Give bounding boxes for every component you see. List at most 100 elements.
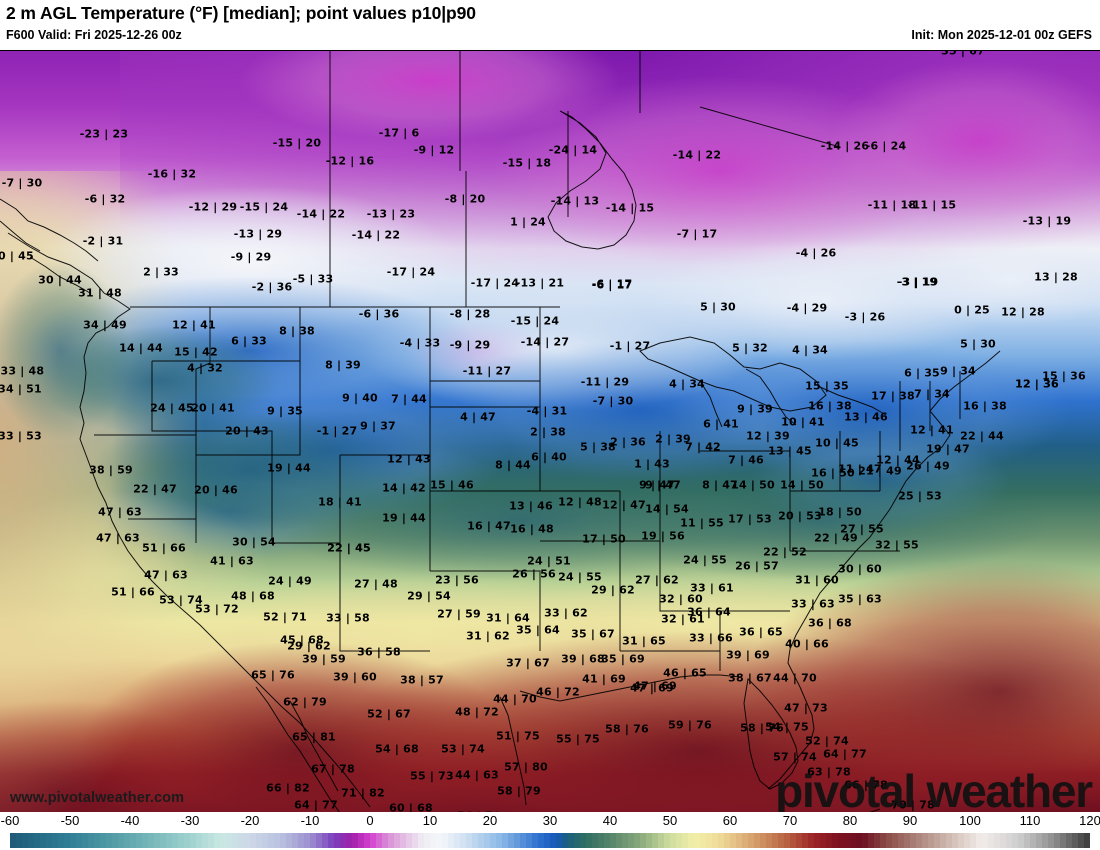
- colorbar-tick: 80: [842, 813, 858, 828]
- colorbar-swatch: [622, 833, 628, 848]
- colorbar-swatch: [580, 833, 586, 848]
- colorbar-swatch: [22, 833, 28, 848]
- colorbar-swatch: [682, 833, 688, 848]
- colorbar-swatch: [484, 833, 490, 848]
- colorbar-swatch: [520, 833, 526, 848]
- colorbar-swatch: [586, 833, 592, 848]
- colorbar-swatch: [382, 833, 388, 848]
- colorbar-swatch: [1006, 833, 1012, 848]
- colorbar-swatch: [16, 833, 22, 848]
- colorbar-swatch: [442, 833, 448, 848]
- colorbar-swatch: [160, 833, 166, 848]
- colorbar-swatch: [34, 833, 40, 848]
- colorbar-swatch: [760, 833, 766, 848]
- colorbar-swatch: [190, 833, 196, 848]
- colorbar-swatch: [544, 833, 550, 848]
- colorbar-swatch: [826, 833, 832, 848]
- colorbar-swatch: [772, 833, 778, 848]
- colorbar-swatch: [376, 833, 382, 848]
- colorbar-swatch: [292, 833, 298, 848]
- colorbar-swatch: [184, 833, 190, 848]
- colorbar-swatch: [448, 833, 454, 848]
- colorbar-swatch: [808, 833, 814, 848]
- colorbar-swatch: [778, 833, 784, 848]
- colorbar-swatch: [526, 833, 532, 848]
- colorbar-swatch: [832, 833, 838, 848]
- colorbar-swatch: [694, 833, 700, 848]
- colorbar-swatch: [742, 833, 748, 848]
- colorbar-swatch: [46, 833, 52, 848]
- colorbar-tick-labels: -60 -50 -40 -30 -20 -10 0 10 20 30 40 50 60 70 80 90 100…: [0, 812, 1100, 832]
- map-header: 2 m AGL Temperature (°F) [median]; point…: [0, 0, 1100, 50]
- colorbar-swatch: [94, 833, 100, 848]
- colorbar-swatch: [676, 833, 682, 848]
- colorbar-tick: 20: [482, 813, 498, 828]
- colorbar-swatch: [268, 833, 274, 848]
- colorbar-swatch: [478, 833, 484, 848]
- colorbar-tick: 0: [366, 813, 374, 828]
- colorbar-swatch: [352, 833, 358, 848]
- colorbar-tick: -40: [120, 813, 140, 828]
- colorbar-swatch: [802, 833, 808, 848]
- colorbar-swatch: [532, 833, 538, 848]
- colorbar-swatch: [328, 833, 334, 848]
- colorbar-swatch: [304, 833, 310, 848]
- colorbar-tick: 110: [1019, 813, 1041, 828]
- colorbar-swatch: [766, 833, 772, 848]
- colorbar-swatch: [814, 833, 820, 848]
- colorbar-swatch: [898, 833, 904, 848]
- colorbar-swatch: [340, 833, 346, 848]
- colorbar-gradient: [10, 833, 1090, 848]
- colorbar-swatch: [736, 833, 742, 848]
- colorbar-swatch: [118, 833, 124, 848]
- temperature-raster: [0, 51, 1100, 812]
- page-title: 2 m AGL Temperature (°F) [median]; point…: [6, 3, 476, 23]
- colorbar-swatch: [1066, 833, 1072, 848]
- colorbar-swatch: [658, 833, 664, 848]
- colorbar-swatch: [730, 833, 736, 848]
- colorbar-swatch: [208, 833, 214, 848]
- colorbar-swatch: [616, 833, 622, 848]
- colorbar-swatch: [172, 833, 178, 848]
- colorbar-swatch: [166, 833, 172, 848]
- colorbar-swatch: [346, 833, 352, 848]
- colorbar-swatch: [508, 833, 514, 848]
- colorbar-swatch: [286, 833, 292, 848]
- colorbar-swatch: [718, 833, 724, 848]
- colorbar-swatch: [550, 833, 556, 848]
- colorbar-swatch: [214, 833, 220, 848]
- site-url-watermark: www.pivotalweather.com: [10, 790, 185, 806]
- colorbar-swatch: [922, 833, 928, 848]
- colorbar-swatch: [280, 833, 286, 848]
- colorbar-swatch: [1084, 833, 1090, 848]
- brand-watermark: pivotal weather: [775, 765, 1093, 812]
- colorbar-swatch: [28, 833, 34, 848]
- geography-outlines: [0, 51, 1001, 812]
- colorbar-swatch: [406, 833, 412, 848]
- colorbar-swatch: [1012, 833, 1018, 848]
- colorbar-swatch: [394, 833, 400, 848]
- colorbar-swatch: [700, 833, 706, 848]
- colorbar-swatch: [1078, 833, 1084, 848]
- colorbar-swatch: [472, 833, 478, 848]
- colorbar-swatch: [370, 833, 376, 848]
- map-viewport[interactable]: -23 | 23 -15 | 20 -17 | 6 -9 | 12 -15 | 18 -2…: [0, 50, 1100, 812]
- colorbar-swatch: [538, 833, 544, 848]
- colorbar-swatch: [130, 833, 136, 848]
- colorbar-swatch: [388, 833, 394, 848]
- colorbar-swatch: [1048, 833, 1054, 848]
- colorbar-swatch: [904, 833, 910, 848]
- colorbar-tick: 90: [902, 813, 918, 828]
- colorbar-swatch: [886, 833, 892, 848]
- colorbar-swatch: [196, 833, 202, 848]
- colorbar-swatch: [322, 833, 328, 848]
- colorbar-swatch: [754, 833, 760, 848]
- colorbar-swatch: [202, 833, 208, 848]
- colorbar-swatch: [1030, 833, 1036, 848]
- colorbar-swatch: [982, 833, 988, 848]
- colorbar-swatch: [664, 833, 670, 848]
- colorbar-swatch: [574, 833, 580, 848]
- colorbar-swatch: [916, 833, 922, 848]
- colorbar-swatch: [1042, 833, 1048, 848]
- colorbar-swatch: [112, 833, 118, 848]
